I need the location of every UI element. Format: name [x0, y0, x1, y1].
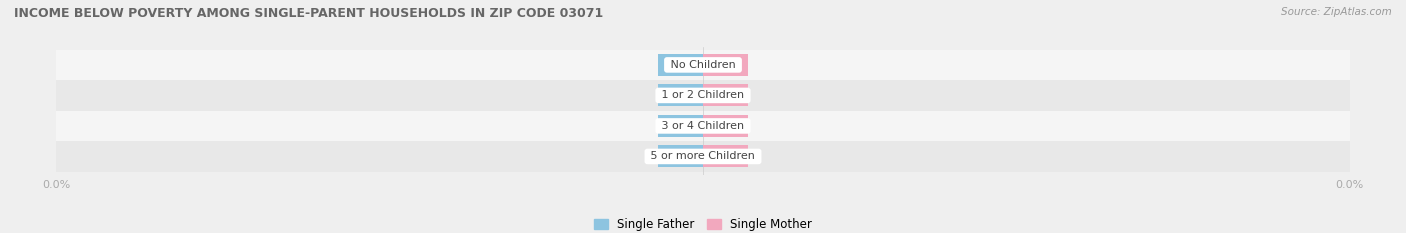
Text: 0.0%: 0.0%: [666, 90, 695, 100]
Text: 0.0%: 0.0%: [666, 60, 695, 70]
Bar: [658, 54, 703, 76]
Text: 0.0%: 0.0%: [711, 60, 740, 70]
Text: 0.0%: 0.0%: [666, 151, 695, 161]
Text: INCOME BELOW POVERTY AMONG SINGLE-PARENT HOUSEHOLDS IN ZIP CODE 03071: INCOME BELOW POVERTY AMONG SINGLE-PARENT…: [14, 7, 603, 20]
Bar: [703, 115, 748, 137]
Text: 0.0%: 0.0%: [711, 121, 740, 131]
Legend: Single Father, Single Mother: Single Father, Single Mother: [589, 213, 817, 233]
Text: 0.0%: 0.0%: [711, 90, 740, 100]
Bar: [703, 84, 748, 106]
Bar: [56, 80, 1350, 111]
Bar: [658, 145, 703, 168]
Text: 1 or 2 Children: 1 or 2 Children: [658, 90, 748, 100]
Bar: [658, 84, 703, 106]
Bar: [658, 115, 703, 137]
Text: 0.0%: 0.0%: [711, 151, 740, 161]
Bar: [56, 50, 1350, 80]
Bar: [703, 54, 748, 76]
Bar: [56, 111, 1350, 141]
Text: 0.0%: 0.0%: [666, 121, 695, 131]
Bar: [56, 141, 1350, 172]
Text: 3 or 4 Children: 3 or 4 Children: [658, 121, 748, 131]
Text: 5 or more Children: 5 or more Children: [647, 151, 759, 161]
Bar: [703, 145, 748, 168]
Text: No Children: No Children: [666, 60, 740, 70]
Text: Source: ZipAtlas.com: Source: ZipAtlas.com: [1281, 7, 1392, 17]
